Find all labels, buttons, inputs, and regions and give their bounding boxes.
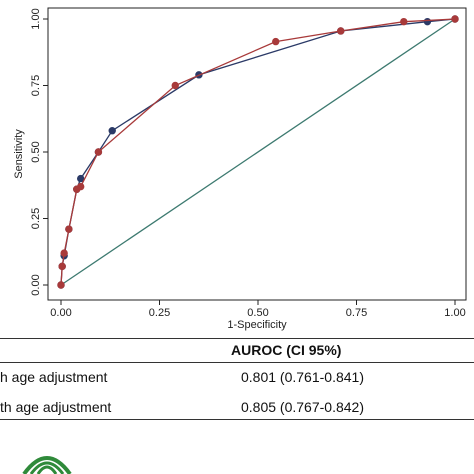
- table-row-label-2: th age adjustment: [0, 399, 112, 415]
- x-tick-label: 0.00: [50, 307, 71, 319]
- series-2-point: [58, 262, 66, 271]
- plot-area: 0.00 0.25 0.50 0.75 1.00 0.00 0.25 0.50 0.75 1.00…: [13, 7, 467, 331]
- x-tick-label: 0.50: [247, 307, 268, 319]
- y-tick-label: 0.00: [30, 274, 42, 295]
- y-tick-label: 1.00: [30, 8, 42, 29]
- series-1-point: [423, 17, 432, 26]
- auroc-table: AUROC (CI 95%) h age adjustment 0.801 (0…: [0, 338, 474, 420]
- y-axis-label: Sensitivity: [13, 129, 25, 179]
- table-row-value-1: 0.801 (0.761-0.841): [241, 369, 364, 385]
- publisher-logo-icon: [22, 456, 72, 474]
- series-2-point: [451, 15, 459, 23]
- series-2-point: [60, 249, 68, 257]
- y-tick-label: 0.75: [30, 75, 42, 96]
- table-header-auroc: AUROC (CI 95%): [231, 342, 342, 358]
- table-row-value-2: 0.805 (0.767-0.842): [241, 399, 364, 415]
- plot-frame: [47, 7, 467, 301]
- series-2-point: [77, 182, 85, 191]
- series-2-point: [337, 27, 345, 35]
- series-1-point: [108, 127, 116, 135]
- series-2-point: [94, 148, 103, 156]
- y-tick-label: 0.50: [30, 141, 42, 162]
- footer-band: [0, 432, 474, 474]
- x-axis-label: 1-Specificity: [227, 319, 287, 331]
- series-1-point: [77, 174, 85, 183]
- series-2-point: [65, 225, 73, 233]
- x-tick-label: 0.75: [346, 307, 367, 319]
- table-top-rule: [0, 338, 474, 339]
- table-header-rule: [0, 362, 474, 363]
- table-row-label-1: h age adjustment: [0, 369, 108, 385]
- table-bottom-rule: [0, 419, 474, 420]
- series-2-point: [57, 281, 65, 289]
- roc-chart: 0.00 0.25 0.50 0.75 1.00 0.00 0.25 0.50 0.75 1.00…: [13, 7, 467, 331]
- x-tick-label: 0.25: [149, 307, 170, 319]
- series-2-point: [272, 37, 280, 46]
- series-2-point: [171, 81, 179, 90]
- series-2-point: [400, 17, 408, 26]
- series-line-3: [60, 18, 456, 286]
- y-tick-label: 0.25: [30, 208, 42, 229]
- x-tick-label: 1.00: [444, 307, 465, 319]
